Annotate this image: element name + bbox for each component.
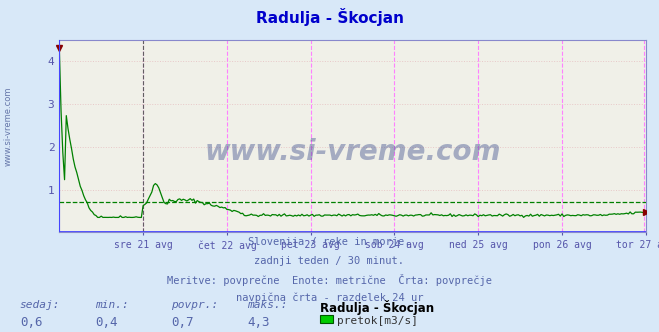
Text: navpična črta - razdelek 24 ur: navpična črta - razdelek 24 ur bbox=[236, 292, 423, 303]
Text: povpr.:: povpr.: bbox=[171, 300, 219, 310]
Text: Slovenija / reke in morje.: Slovenija / reke in morje. bbox=[248, 237, 411, 247]
Text: 0,4: 0,4 bbox=[96, 316, 118, 329]
Text: www.si-vreme.com: www.si-vreme.com bbox=[3, 86, 13, 166]
Text: Meritve: povprečne  Enote: metrične  Črta: povprečje: Meritve: povprečne Enote: metrične Črta:… bbox=[167, 274, 492, 286]
Text: maks.:: maks.: bbox=[247, 300, 287, 310]
Text: 0,6: 0,6 bbox=[20, 316, 42, 329]
Text: www.si-vreme.com: www.si-vreme.com bbox=[204, 137, 501, 166]
Text: min.:: min.: bbox=[96, 300, 129, 310]
Text: zadnji teden / 30 minut.: zadnji teden / 30 minut. bbox=[254, 256, 405, 266]
Text: Radulja - Škocjan: Radulja - Škocjan bbox=[320, 300, 434, 315]
Text: sedaj:: sedaj: bbox=[20, 300, 60, 310]
Text: Radulja - Škocjan: Radulja - Škocjan bbox=[256, 8, 403, 26]
Text: 4,3: 4,3 bbox=[247, 316, 270, 329]
Text: 0,7: 0,7 bbox=[171, 316, 194, 329]
Text: pretok[m3/s]: pretok[m3/s] bbox=[337, 316, 418, 326]
